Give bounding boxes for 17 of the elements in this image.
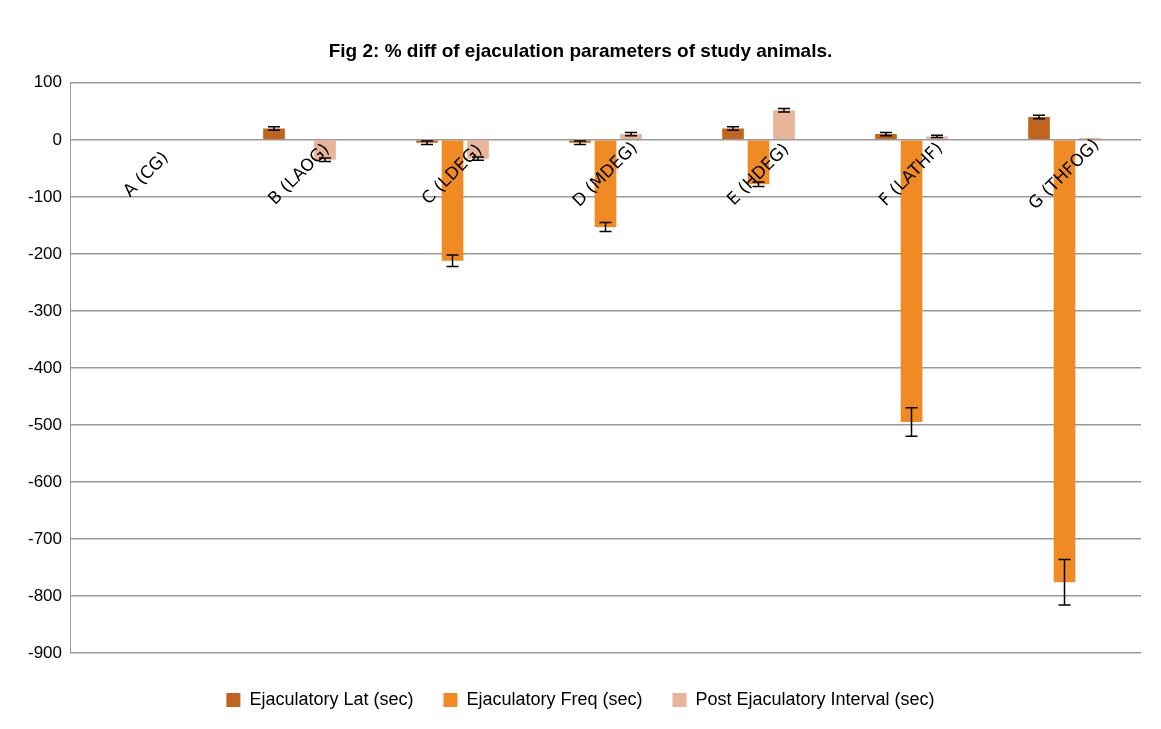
y-tick-label: -400 [27, 357, 63, 377]
legend-label: Post Ejaculatory Interval (sec) [695, 688, 935, 709]
y-tick-label: -200 [27, 243, 63, 263]
y-tick-label: -600 [27, 471, 63, 491]
y-tick-label: -100 [27, 186, 63, 206]
y-tick-label: -500 [27, 414, 63, 434]
y-tick-label: 100 [33, 72, 63, 92]
y-tick-label: -700 [27, 528, 63, 548]
bar [1028, 117, 1050, 140]
y-tick-label: 0 [52, 129, 63, 149]
y-tick-label: -800 [27, 585, 63, 605]
legend-label: Ejaculatory Lat (sec) [249, 688, 414, 709]
bar [773, 110, 795, 140]
y-tick-label: -300 [27, 300, 63, 320]
chart-title: Fig 2: % diff of ejaculation parameters of study animals. [328, 39, 833, 61]
y-tick-label: -900 [27, 642, 63, 662]
legend-label: Ejaculatory Freq (sec) [466, 688, 643, 709]
